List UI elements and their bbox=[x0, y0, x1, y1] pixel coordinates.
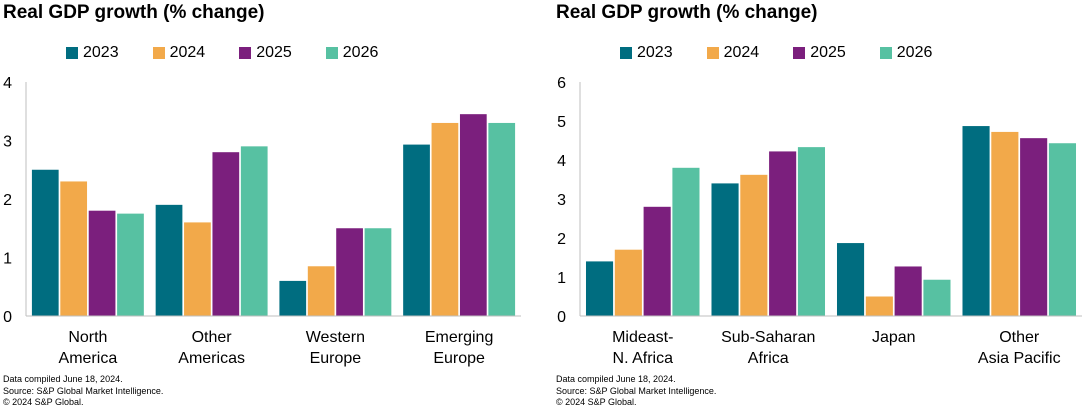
bar-2025-1 bbox=[212, 152, 240, 316]
legend-label: 2024 bbox=[169, 44, 206, 61]
y-tick-label: 4 bbox=[3, 75, 12, 92]
y-tick-label: 5 bbox=[557, 114, 566, 131]
x-tick-label: Other bbox=[192, 329, 233, 346]
bar-2025-1 bbox=[769, 151, 797, 316]
y-tick-label: 3 bbox=[3, 134, 12, 151]
bar-2023-3 bbox=[962, 126, 990, 316]
y-tick-label: 1 bbox=[3, 251, 12, 268]
chart-panel-right: Real GDP growth (% change) 2023 2024 202… bbox=[553, 0, 1090, 411]
bar-chart-plot: 0 1 2 3 4 5 6 Mideast- N. Africa Sub-Saharan Afric… bbox=[557, 75, 1082, 367]
legend-label: 2026 bbox=[896, 44, 933, 61]
x-tick-label: Africa bbox=[748, 350, 789, 367]
bar-2023-1 bbox=[155, 204, 183, 316]
chart-title: Real GDP growth (% change) bbox=[3, 2, 265, 23]
legend-swatch-2023 bbox=[66, 47, 78, 59]
y-tick-label: 0 bbox=[3, 309, 12, 326]
chart-panel-left: Real GDP growth (% change) 2023 2024 202… bbox=[3, 2, 521, 409]
bar-chart-plot: 0 1 2 3 4 North America Other Americas Western Eur… bbox=[3, 75, 521, 367]
bar-2023-1 bbox=[711, 183, 739, 316]
bar-2025-0 bbox=[88, 210, 116, 316]
bar-2026-1 bbox=[797, 147, 826, 316]
bar-2026-3 bbox=[1048, 143, 1077, 316]
x-tick-label: Other bbox=[999, 329, 1040, 346]
legend-item-2023: 2023 bbox=[620, 44, 673, 62]
x-tick-label: Europe bbox=[433, 350, 485, 367]
legend-item-2024: 2024 bbox=[152, 44, 206, 62]
chart-footnotes: Data compiled June 18, 2024. Source: S&P… bbox=[3, 374, 163, 409]
bar-2026-1 bbox=[240, 146, 268, 316]
chart-legend: 2023 2024 2025 2026 bbox=[620, 44, 966, 62]
legend-item-2024: 2024 bbox=[706, 44, 760, 62]
y-tick-label: 0 bbox=[557, 309, 566, 326]
bar-2026-0 bbox=[672, 167, 700, 316]
legend-label: 2023 bbox=[637, 44, 673, 61]
legend-item-2025: 2025 bbox=[239, 44, 292, 62]
bar-2024-1 bbox=[740, 174, 768, 316]
legend-item-2025: 2025 bbox=[793, 44, 846, 62]
bar-2023-2 bbox=[836, 243, 865, 316]
bar-2024-2 bbox=[865, 296, 893, 316]
legend-label: 2023 bbox=[83, 44, 119, 61]
bar-2025-2 bbox=[894, 266, 922, 316]
bar-2024-2 bbox=[307, 266, 335, 316]
x-tick-label: Americas bbox=[178, 350, 245, 367]
x-tick-label: Japan bbox=[872, 329, 916, 346]
bar-2024-1 bbox=[184, 222, 211, 316]
legend-item-2026: 2026 bbox=[325, 44, 379, 62]
x-tick-label: N. Africa bbox=[613, 350, 674, 367]
bar-2026-3 bbox=[488, 122, 516, 316]
x-tick-label: America bbox=[59, 350, 118, 367]
y-tick-label: 2 bbox=[3, 192, 12, 209]
bar-2025-3 bbox=[1020, 138, 1048, 316]
legend-label: 2025 bbox=[256, 44, 292, 61]
footnote-copyright: © 2024 S&P Global. bbox=[3, 397, 84, 407]
legend-swatch-2024 bbox=[152, 47, 165, 59]
bar-2026-0 bbox=[117, 213, 144, 317]
chart-footnotes: Data compiled June 18, 2024. Source: S&P… bbox=[556, 374, 716, 409]
bar-2024-3 bbox=[431, 122, 459, 316]
legend-swatch-2025 bbox=[793, 47, 806, 59]
y-tick-label: 6 bbox=[557, 75, 566, 92]
x-tick-label: Emerging bbox=[425, 329, 493, 346]
bar-2024-0 bbox=[60, 181, 88, 316]
footnote-date: Data compiled June 18, 2024. bbox=[556, 374, 676, 384]
footnote-date: Data compiled June 18, 2024. bbox=[3, 374, 123, 384]
legend-swatch-2025 bbox=[239, 47, 252, 59]
x-tick-label: Western bbox=[306, 329, 365, 346]
footnote-source: Source: S&P Global Market Intelligence. bbox=[3, 385, 164, 396]
legend-label: 2026 bbox=[342, 44, 379, 61]
chart-title: Real GDP growth (% change) bbox=[556, 2, 818, 23]
bar-2024-3 bbox=[991, 131, 1019, 316]
bar-2026-2 bbox=[923, 279, 951, 316]
legend-swatch-2023 bbox=[620, 47, 632, 59]
legend-swatch-2026 bbox=[879, 47, 892, 59]
bar-2025-0 bbox=[643, 206, 671, 316]
legend-item-2026: 2026 bbox=[879, 44, 933, 62]
y-tick-label: 2 bbox=[557, 231, 566, 248]
x-tick-label: Sub-Saharan bbox=[721, 329, 815, 346]
x-tick-label: Europe bbox=[310, 350, 362, 367]
x-tick-label: North bbox=[68, 329, 107, 346]
legend-label: 2024 bbox=[723, 44, 760, 61]
bar-2023-0 bbox=[585, 261, 614, 316]
bar-2023-2 bbox=[279, 280, 307, 316]
footnote-source: Source: S&P Global Market Intelligence. bbox=[556, 385, 717, 396]
y-tick-label: 1 bbox=[557, 270, 566, 287]
y-tick-label: 4 bbox=[557, 153, 566, 170]
bar-2023-3 bbox=[403, 144, 430, 316]
legend-label: 2025 bbox=[810, 44, 846, 61]
y-tick-label: 3 bbox=[557, 192, 566, 209]
legend-swatch-2026 bbox=[325, 47, 338, 59]
bar-2024-0 bbox=[614, 249, 642, 316]
legend-swatch-2024 bbox=[706, 47, 719, 59]
bar-2025-2 bbox=[336, 228, 363, 316]
bar-2025-3 bbox=[459, 114, 487, 316]
x-tick-label: Mideast- bbox=[612, 329, 673, 346]
footnote-copyright: © 2024 S&P Global. bbox=[556, 397, 637, 407]
bar-2023-0 bbox=[31, 169, 59, 316]
x-tick-label: Asia Pacific bbox=[978, 350, 1061, 367]
legend-item-2023: 2023 bbox=[66, 44, 119, 62]
bar-2026-2 bbox=[364, 228, 392, 316]
chart-legend: 2023 2024 2025 2026 bbox=[66, 44, 412, 62]
